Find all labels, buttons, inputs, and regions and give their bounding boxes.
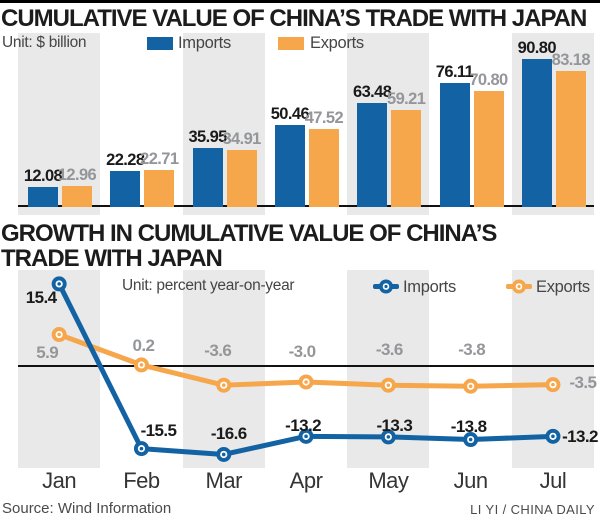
bar-value-label: 70.80 (469, 71, 508, 90)
source-label: Source: Wind Information (2, 500, 172, 517)
top-rule (0, 0, 600, 3)
imports-bar (274, 124, 305, 207)
bar-value-label: 35.95 (188, 128, 227, 147)
month-label: Apr (289, 468, 323, 493)
month-stripe (18, 33, 101, 215)
line-legend-imports-label: Imports (403, 278, 456, 296)
bar-value-label: 59.21 (387, 90, 426, 109)
imports-point-marker (467, 435, 475, 444)
line-value-label: -13.2 (562, 427, 598, 447)
month-label: Jul (539, 468, 567, 493)
line-value-label: -3.0 (288, 341, 317, 361)
line-chart-title-line2: TRADE WITH JAPAN (1, 245, 223, 272)
line-value-label: 15.4 (25, 287, 57, 307)
bar-chart-unit-label: Unit: $ billion (2, 34, 87, 51)
imports-bar (110, 170, 141, 207)
imports-bar (521, 58, 552, 207)
line-value-label: 5.9 (36, 342, 59, 362)
bar-value-label: 22.71 (140, 149, 179, 168)
exports-bar (473, 91, 504, 207)
zero-line (18, 365, 594, 367)
exports-bar (144, 169, 175, 207)
line-chart-unit-label: Unit: percent year-on-year (122, 277, 295, 294)
bar-value-label: 12.96 (57, 165, 97, 184)
line-value-label: -13.2 (285, 416, 321, 436)
exports-point-marker (467, 382, 475, 390)
line-value-label: -15.5 (140, 420, 177, 440)
bar-value-label: 83.18 (551, 51, 591, 70)
bar-value-label: 12.08 (23, 167, 63, 186)
imports-point-marker (133, 441, 149, 457)
month-label: Jan (42, 468, 77, 493)
exports-bar (308, 129, 339, 207)
bar-legend-imports-label: Imports (178, 34, 231, 52)
line-legend-exports-label: Exports (536, 278, 590, 296)
imports-point-marker (137, 445, 146, 453)
exports-point-marker (298, 374, 314, 390)
bar-value-label: 90.80 (517, 38, 557, 57)
bar-value-label: 34.91 (222, 129, 261, 148)
line-chart-title-line1: GROWTH IN CUMULATIVE VALUE OF CHINA’S (1, 220, 497, 247)
imports-bar (357, 103, 388, 207)
month-stripe (347, 270, 430, 468)
exports-point-marker (463, 378, 479, 394)
imports-bar (28, 187, 58, 207)
exports-point-marker (304, 380, 308, 384)
exports-point-marker (302, 378, 310, 386)
exports-bar (391, 110, 422, 207)
month-label: Jun (453, 468, 488, 493)
imports-point-marker (139, 446, 144, 451)
bar-value-label: 76.11 (435, 62, 474, 81)
bar-legend-exports-label: Exports (310, 34, 364, 52)
bar-value-label: 50.46 (270, 104, 310, 123)
imports-bar (439, 82, 470, 207)
imports-bar (192, 148, 223, 207)
line-value-label: -3.8 (458, 340, 486, 360)
exports-bar (62, 185, 92, 207)
imports-point-marker (468, 437, 473, 442)
exports-point-marker (468, 384, 473, 389)
credit-label: LI YI / CHINA DAILY (470, 502, 595, 517)
bar-value-label: 47.52 (304, 109, 344, 128)
bar-value-label: 63.48 (353, 83, 392, 102)
line-value-label: -13.8 (450, 416, 487, 436)
imports-swatch (147, 37, 173, 50)
line-value-label: -3.5 (569, 372, 597, 392)
exports-bar (226, 149, 257, 207)
line-value-label: -3.6 (204, 341, 232, 361)
month-label: Mar (205, 468, 243, 493)
line-value-label: -13.3 (376, 415, 413, 435)
line-value-label: -16.6 (210, 424, 247, 444)
month-label: May (368, 468, 409, 493)
bar-value-label: 22.28 (106, 150, 145, 169)
exports-swatch (278, 37, 304, 50)
month-label: Feb (123, 468, 160, 493)
bar-chart-title: CUMULATIVE VALUE OF CHINA’S TRADE WITH J… (1, 5, 587, 32)
exports-bar (555, 71, 586, 207)
line-value-label: -3.6 (375, 340, 404, 360)
bar-chart-baseline (18, 204, 594, 207)
line-value-label: 0.2 (132, 335, 155, 355)
